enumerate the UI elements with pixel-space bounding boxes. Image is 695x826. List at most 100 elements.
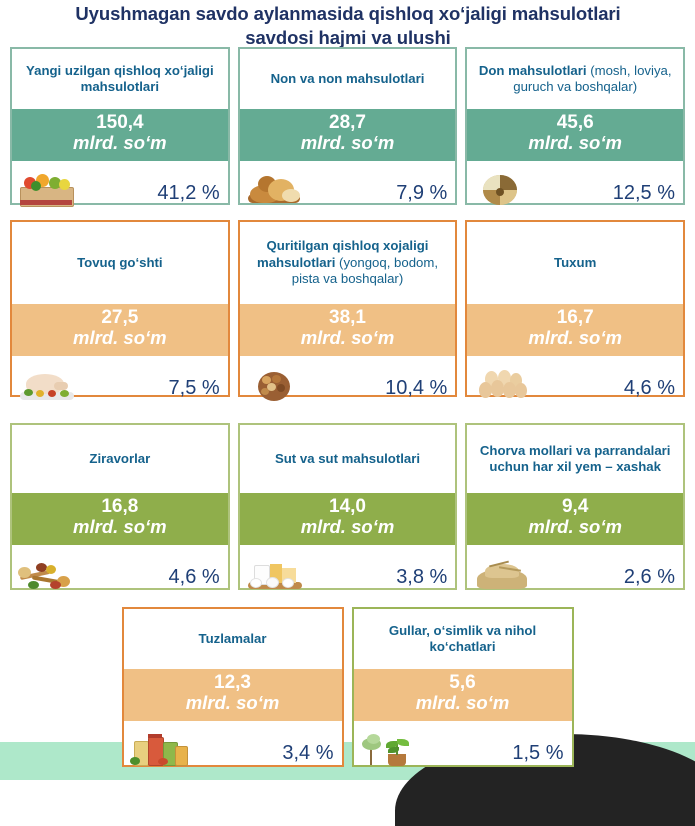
card-title: Tuzlamalar xyxy=(124,609,342,669)
card-unit: mlrd. so‘m xyxy=(528,516,622,538)
spices-icon xyxy=(16,551,78,591)
card-row-3: Ziravorlar 16,8 mlrd. so‘m 4,6 % Sut va … xyxy=(0,423,695,590)
card-footer: 10,4 % xyxy=(240,356,456,404)
card-title: Gullar, o‘simlik va nihol ko‘chatlari xyxy=(354,609,572,669)
card-percent: 4,6 % xyxy=(168,565,220,588)
card-title: Yangi uzilgan qishloq xo‘jaligi mahsulot… xyxy=(12,49,228,109)
card-value-band: 38,1 mlrd. so‘m xyxy=(239,304,456,356)
card-sut-va-sut[interactable]: Sut va sut mahsulotlari 14,0 mlrd. so‘m … xyxy=(237,423,458,593)
card-footer: 1,5 % xyxy=(354,721,572,769)
card-percent: 3,8 % xyxy=(396,565,448,588)
card-title: Ziravorlar xyxy=(12,425,228,493)
card-unit: mlrd. so‘m xyxy=(528,327,622,349)
nuts-icon xyxy=(244,362,306,402)
card-title-bold: Sut va sut mahsulotlari xyxy=(274,450,421,466)
card-value-band: 150,4 mlrd. so‘m xyxy=(12,109,228,161)
card-value: 38,1 xyxy=(329,307,366,328)
card-percent: 4,6 % xyxy=(623,376,676,399)
fodder-icon xyxy=(471,551,533,591)
card-don-mahsulotlari[interactable]: Don mahsulotlari (mosh, loviya, guruch v… xyxy=(465,47,686,205)
card-title-bold: Gullar, o‘simlik va nihol ko‘chatlari xyxy=(388,622,537,655)
card-unit: mlrd. so‘m xyxy=(185,692,280,714)
card-footer: 7,9 % xyxy=(240,161,456,209)
card-title-bold: Tovuq go‘shti xyxy=(77,254,163,270)
card-title-bold: Ziravorlar xyxy=(89,450,151,466)
card-title: Quritilgan qishloq xojaligi mahsulotlari… xyxy=(240,222,456,304)
card-footer: 4,6 % xyxy=(467,356,683,404)
card-title-bold: Non va non mahsulotlari xyxy=(270,70,425,86)
card-title-bold: Quritilgan qishloq xojaligi mahsulotlari xyxy=(256,238,429,270)
card-row-2: Tovuq go‘shti 27,5 mlrd. so‘m 7,5 % Quri… xyxy=(0,220,695,401)
eggs-icon xyxy=(471,362,533,402)
card-value-band: 14,0 mlrd. so‘m xyxy=(239,493,456,545)
card-gullar-nihol[interactable]: Gullar, o‘simlik va nihol ko‘chatlari 5,… xyxy=(351,607,574,769)
card-value-band: 9,4 mlrd. so‘m xyxy=(467,493,684,545)
card-unit: mlrd. so‘m xyxy=(300,132,395,154)
page-title: Uyushmagan savdo aylanmasida qishloq xo‘… xyxy=(75,3,621,48)
card-title-light: (yongoq, bodom, pista va boshqalar) xyxy=(291,254,439,287)
card-percent: 7,5 % xyxy=(168,376,220,399)
card-value-band: 28,7 mlrd. so‘m xyxy=(239,109,456,161)
card-value: 45,6 xyxy=(556,112,594,133)
card-quritilgan[interactable]: Quritilgan qishloq xojaligi mahsulotlari… xyxy=(237,220,458,401)
card-value: 5,6 xyxy=(449,672,476,693)
card-value: 12,3 xyxy=(214,672,251,693)
card-footer: 41,2 % xyxy=(12,161,228,209)
card-unit: mlrd. so‘m xyxy=(415,692,510,714)
card-title: Chorva mollari va parrandalari uchun har… xyxy=(467,425,683,493)
pickle-jars-icon xyxy=(128,727,190,767)
dairy-icon xyxy=(244,551,306,591)
card-title: Don mahsulotlari (mosh, loviya, guruch v… xyxy=(467,49,683,109)
card-title-bold: Tuzlamalar xyxy=(198,630,267,646)
card-unit: mlrd. so‘m xyxy=(528,132,622,154)
card-percent: 3,4 % xyxy=(282,741,334,764)
card-value: 28,7 xyxy=(329,112,366,133)
card-value: 14,0 xyxy=(329,496,366,517)
card-title-light: (mosh, loviya, guruch va boshqalar) xyxy=(513,62,672,95)
card-tovuq-goshti[interactable]: Tovuq go‘shti 27,5 mlrd. so‘m 7,5 % xyxy=(10,220,230,400)
card-value-band: 12,3 mlrd. so‘m xyxy=(123,669,342,721)
card-yangi-uzilgan[interactable]: Yangi uzilgan qishloq xo‘jaligi mahsulot… xyxy=(10,47,230,207)
card-footer: 7,5 % xyxy=(12,356,228,404)
card-title: Non va non mahsulotlari xyxy=(240,49,456,109)
card-title-bold: Yangi uzilgan qishloq xo‘jaligi mahsulot… xyxy=(26,62,214,95)
card-title: Tovuq go‘shti xyxy=(12,222,228,304)
card-value-band: 45,6 mlrd. so‘m xyxy=(467,109,684,161)
card-row-1: Yangi uzilgan qishloq xo‘jaligi mahsulot… xyxy=(0,47,695,207)
sapling-icon xyxy=(358,727,420,767)
card-percent: 2,6 % xyxy=(623,565,676,588)
card-unit: mlrd. so‘m xyxy=(300,516,395,538)
card-unit: mlrd. so‘m xyxy=(73,327,167,349)
card-value: 9,4 xyxy=(561,496,589,517)
card-value: 27,5 xyxy=(101,307,139,328)
card-ziravorlar[interactable]: Ziravorlar 16,8 mlrd. so‘m 4,6 % xyxy=(10,423,230,590)
card-footer: 3,8 % xyxy=(240,545,456,593)
card-title: Sut va sut mahsulotlari xyxy=(240,425,456,493)
card-unit: mlrd. so‘m xyxy=(300,327,395,349)
card-row-4: Tuzlamalar 12,3 mlrd. so‘m 3,4 % Gullar,… xyxy=(0,607,695,767)
card-percent: 10,4 % xyxy=(385,376,448,399)
card-title-bold: Tuxum xyxy=(554,254,597,270)
infographic-canvas: Uyushmagan savdo aylanmasida qishloq xo‘… xyxy=(0,3,695,826)
card-unit: mlrd. so‘m xyxy=(73,516,167,538)
card-footer: 3,4 % xyxy=(124,721,342,769)
card-footer: 2,6 % xyxy=(467,545,683,593)
vegetable-crate-icon xyxy=(16,167,78,207)
bread-icon xyxy=(244,167,306,207)
card-percent: 7,9 % xyxy=(396,181,448,204)
card-title-bold: Don mahsulotlari xyxy=(478,62,587,78)
card-value: 16,7 xyxy=(556,307,594,328)
card-tuxum[interactable]: Tuxum 16,7 mlrd. so‘m 4,6 % xyxy=(465,220,686,399)
card-value: 150,4 xyxy=(96,112,144,133)
card-footer: 4,6 % xyxy=(12,545,228,593)
card-chorva-yem-xashak[interactable]: Chorva mollari va parrandalari uchun har… xyxy=(465,423,686,593)
card-value-band: 16,7 mlrd. so‘m xyxy=(467,304,684,356)
card-value-band: 16,8 mlrd. so‘m xyxy=(12,493,228,545)
card-footer: 12,5 % xyxy=(467,161,683,209)
card-unit: mlrd. so‘m xyxy=(73,132,167,154)
card-value-band: 27,5 mlrd. so‘m xyxy=(12,304,228,356)
card-tuzlamalar[interactable]: Tuzlamalar 12,3 mlrd. so‘m 3,4 % xyxy=(121,607,344,769)
card-value-band: 5,6 mlrd. so‘m xyxy=(353,669,572,721)
card-non-va-non[interactable]: Non va non mahsulotlari 28,7 mlrd. so‘m … xyxy=(237,47,458,205)
card-percent: 41,2 % xyxy=(157,181,220,204)
